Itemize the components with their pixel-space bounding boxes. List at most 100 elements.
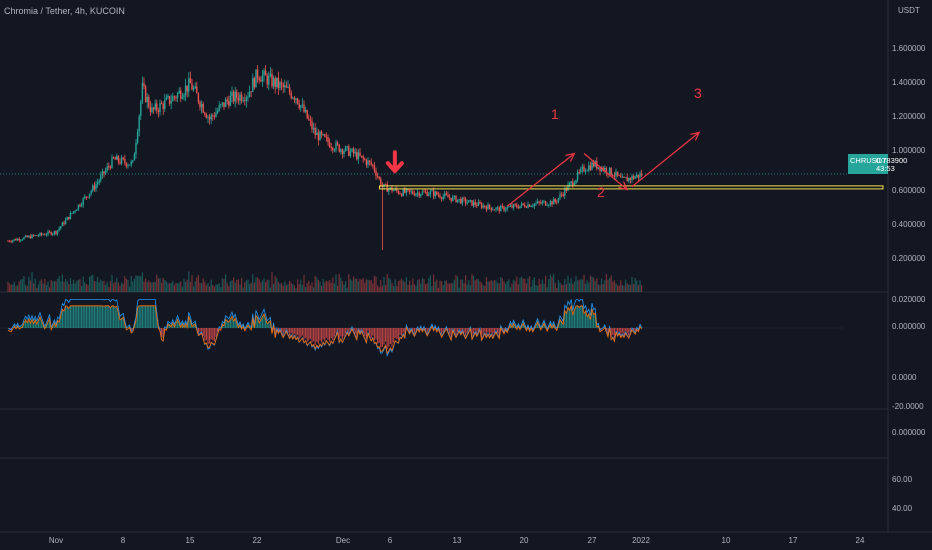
volume-bar: [186, 279, 188, 292]
candle-body: [178, 90, 180, 94]
volume-bar: [567, 275, 569, 292]
volume-bar: [583, 274, 585, 292]
candle-body: [223, 102, 225, 107]
candle-body: [496, 207, 499, 209]
volume-bar: [365, 279, 367, 292]
candle-body: [340, 149, 342, 152]
macd-histogram-bar: [373, 328, 375, 341]
macd-histogram-bar: [162, 328, 164, 338]
candle-body: [332, 147, 334, 151]
panel4-tick-label: 0.000000: [892, 428, 926, 437]
volume-bar: [373, 275, 375, 292]
y-tick-label: 0.400000: [892, 220, 926, 229]
volume-bar: [423, 279, 425, 292]
candle-body: [221, 102, 224, 105]
candle-body: [18, 238, 20, 241]
candle-body: [639, 173, 641, 178]
volume-bar: [453, 279, 455, 292]
macd-histogram-bar: [90, 306, 92, 328]
macd-histogram-bar: [615, 328, 617, 331]
volume-bar: [140, 276, 142, 292]
macd-histogram-bar: [261, 316, 263, 328]
volume-bar: [553, 274, 555, 292]
macd-histogram-bar: [388, 328, 390, 347]
macd-histogram-bar: [79, 306, 81, 328]
macd-histogram-bar: [85, 306, 87, 328]
volume-bar: [37, 284, 39, 292]
macd-histogram-bar: [474, 328, 476, 331]
candle-body: [418, 192, 420, 197]
macd-histogram-bar: [77, 306, 79, 328]
volume-bar: [242, 287, 244, 292]
volume-bar: [573, 281, 575, 292]
candle-body: [159, 103, 161, 113]
candle-body: [456, 199, 459, 203]
macd-histogram-bar: [277, 328, 279, 332]
candle-body: [501, 205, 504, 207]
volume-bar: [261, 280, 263, 292]
macd-histogram-bar: [549, 322, 551, 328]
macd-histogram-bar: [594, 312, 596, 328]
candle-body: [453, 195, 456, 197]
candle-body: [87, 197, 89, 198]
macd-histogram-bar: [325, 328, 327, 338]
volume-bar: [188, 271, 190, 292]
volume-bar: [597, 284, 599, 292]
volume-bar: [317, 279, 319, 292]
macd-histogram-bar: [71, 306, 73, 328]
candle-body: [23, 237, 25, 240]
volume-bar: [429, 275, 431, 292]
candle-body: [480, 203, 483, 208]
macd-histogram-bar: [481, 328, 483, 338]
candle-body: [512, 204, 515, 208]
candle-body: [330, 147, 332, 148]
candle-body: [613, 176, 616, 177]
candle-body: [213, 115, 216, 117]
candle-body: [421, 191, 424, 195]
candle-body: [618, 175, 620, 177]
macd-histogram-bar: [66, 306, 68, 328]
x-tick-label: 6: [387, 536, 393, 545]
candle-body: [514, 204, 516, 206]
macd-histogram-bar: [153, 306, 155, 328]
candle-body: [336, 142, 339, 145]
wave-arrow-3: [631, 131, 700, 188]
macd-histogram-bar: [565, 312, 567, 328]
volume-bar: [85, 283, 87, 292]
volume-bar: [452, 282, 454, 292]
current-price-value: 0.783900: [876, 156, 908, 165]
volume-bar: [513, 279, 515, 292]
x-tick-label: 2022: [632, 536, 650, 545]
volume-bar: [169, 283, 171, 292]
macd-histogram-bar: [567, 307, 569, 328]
volume-bar: [485, 277, 487, 292]
unit-label: USDT: [898, 6, 920, 15]
y-tick-label: 1.600000: [892, 44, 926, 53]
candle-body: [567, 184, 569, 191]
x-tick-label: 22: [252, 536, 262, 545]
candle-body: [52, 233, 54, 235]
macd-histogram-bar: [473, 328, 475, 334]
candle-body: [586, 170, 588, 172]
macd-histogram-bar: [207, 328, 209, 345]
volume-bar: [124, 276, 126, 292]
macd-line: [7, 298, 642, 357]
volume-bar: [274, 275, 276, 292]
candle-body: [136, 131, 139, 143]
candle-body: [461, 197, 464, 204]
volume-bar: [90, 275, 92, 292]
volume-bar: [258, 279, 260, 292]
candle-body: [20, 239, 22, 241]
volume-bar: [420, 283, 422, 292]
volume-bar: [129, 286, 131, 292]
candle-body: [364, 158, 366, 160]
macd-histogram-bar: [354, 328, 356, 334]
candle-body: [511, 205, 513, 208]
candle-body: [562, 194, 564, 196]
macd-histogram-bar: [439, 328, 441, 331]
macd-histogram-bar: [300, 328, 302, 338]
macd-histogram-bar: [340, 328, 342, 337]
volume-bar: [572, 283, 574, 292]
volume-bar: [396, 286, 398, 292]
